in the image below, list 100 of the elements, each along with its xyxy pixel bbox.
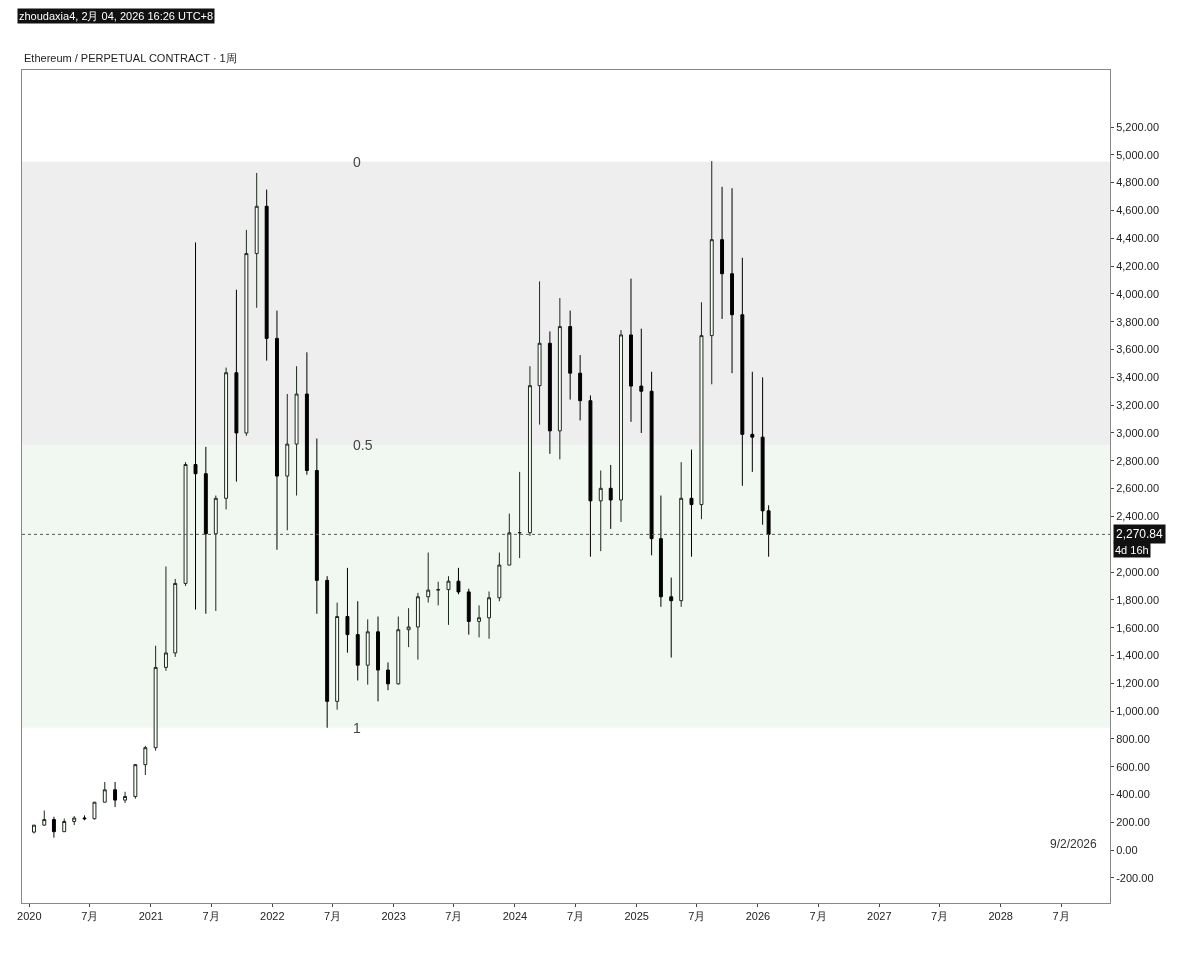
candlestick: [203, 446, 208, 615]
candlestick: [102, 781, 107, 803]
y-tick-label: 3,800.00: [1116, 315, 1160, 328]
candlestick: [598, 470, 603, 552]
candlestick: [507, 513, 512, 566]
y-tick-label: 400.00: [1116, 788, 1150, 801]
x-tick-label: 7月: [688, 910, 706, 923]
candlestick: [517, 471, 522, 559]
candlestick: [426, 552, 431, 604]
candlestick: [153, 645, 158, 752]
y-tick-label: 5,000.00: [1116, 148, 1160, 161]
y-tick-label: 3,400.00: [1116, 371, 1160, 384]
x-tick-label: 2028: [988, 910, 1013, 923]
candlestick: [406, 607, 411, 648]
y-tick-label: 200.00: [1116, 816, 1150, 829]
candlestick: [669, 577, 674, 659]
y-tick-label: 4,600.00: [1116, 204, 1160, 217]
x-tick-label: 7月: [1052, 910, 1070, 923]
x-tick-label: 7月: [81, 910, 99, 923]
candlestick: [123, 791, 128, 804]
candlestick: [244, 229, 249, 437]
candlestick: [304, 351, 309, 476]
candlestick: [133, 763, 138, 800]
annotation: 0: [353, 154, 361, 170]
candlestick: [345, 567, 350, 654]
y-tick-label: 1,200.00: [1116, 677, 1160, 690]
candlestick: [658, 495, 663, 608]
candlestick: [82, 814, 87, 821]
candlestick: [335, 602, 340, 711]
x-tick-label: 2025: [624, 910, 649, 923]
candlestick: [396, 616, 401, 686]
candlestick: [254, 172, 259, 309]
candlestick: [62, 818, 67, 833]
candlestick: [608, 464, 613, 530]
candlestick: [92, 801, 97, 821]
annotation: 1: [353, 720, 361, 736]
candlestick: [466, 588, 471, 636]
candlestick: [527, 365, 532, 537]
x-tick-label: 7月: [445, 910, 463, 923]
candlestick: [264, 189, 269, 362]
x-tick-label: 2023: [381, 910, 406, 923]
chart-title: Ethereum / PERPETUAL CONTRACT · 1周: [24, 52, 237, 64]
y-tick-label: 2,000.00: [1116, 565, 1160, 578]
y-tick-label: 2,600.00: [1116, 482, 1160, 495]
candlestick: [547, 330, 552, 455]
x-tick-label: 7月: [323, 910, 342, 923]
annotation: 9/2/2026: [1050, 837, 1098, 851]
annotation: 0.5: [353, 437, 373, 453]
candlestick: [42, 810, 47, 827]
candlestick: [173, 578, 178, 658]
y-tick-label: 3,600.00: [1116, 343, 1160, 356]
candlestick: [497, 552, 502, 602]
candlestick: [557, 297, 562, 460]
candlestick: [285, 393, 290, 531]
candlestick: [386, 661, 390, 691]
y-tick-label: 3,200.00: [1116, 399, 1160, 411]
chart-subtitle: zhoudaxia4, 2月 04, 2026 16:26 UTC+8: [19, 10, 214, 22]
candlestick: [51, 816, 56, 839]
y-tick-label: 1,000.00: [1116, 704, 1160, 717]
candlestick: [325, 575, 330, 729]
y-tick-label: 3,000.00: [1116, 426, 1160, 439]
candlestick: [415, 592, 420, 661]
candlestick: [649, 371, 654, 556]
y-tick-label: 800.00: [1116, 732, 1150, 745]
x-tick-label: 2020: [17, 910, 42, 923]
candlestick: [224, 367, 229, 510]
text: 4d 16h: [1115, 544, 1149, 556]
candlestick: [487, 590, 492, 640]
candlestick: [477, 604, 482, 638]
y-tick-label: 0.00: [1116, 844, 1138, 857]
candlestick: [709, 160, 714, 385]
y-tick-label: 4,400.00: [1116, 232, 1160, 245]
y-tick-label: 4,200.00: [1116, 259, 1160, 272]
candlestick: [639, 328, 644, 434]
candlestick: [314, 438, 319, 615]
x-tick-label: 2027: [867, 910, 892, 923]
candlestick: [456, 567, 461, 595]
y-tick-label: 5,200.00: [1116, 120, 1160, 133]
y-tick-label: 4,800.00: [1116, 176, 1160, 189]
candlestick: [568, 310, 573, 401]
candlestick: [750, 371, 755, 473]
candlestick: [365, 618, 370, 686]
y-tick-label: 1,600.00: [1116, 621, 1160, 634]
candlestick: [689, 449, 694, 558]
candlestick: [113, 781, 118, 808]
candlestick: [679, 461, 684, 608]
candlestick: [588, 394, 593, 558]
candlestick: [213, 495, 218, 612]
x-tick-label: 2026: [745, 910, 771, 923]
candlestick: [193, 241, 198, 611]
x-tick-label: 7月: [809, 910, 827, 923]
candlestick: [183, 461, 188, 587]
y-tick-label: -200.00: [1116, 871, 1154, 884]
candlestick: [234, 289, 239, 483]
candlestick: [376, 616, 380, 702]
candlestick: [275, 310, 279, 551]
x-tick-label: 2024: [502, 910, 528, 923]
candlestick: [720, 186, 725, 320]
candlestick: [294, 365, 299, 497]
candlestick: [32, 824, 36, 834]
